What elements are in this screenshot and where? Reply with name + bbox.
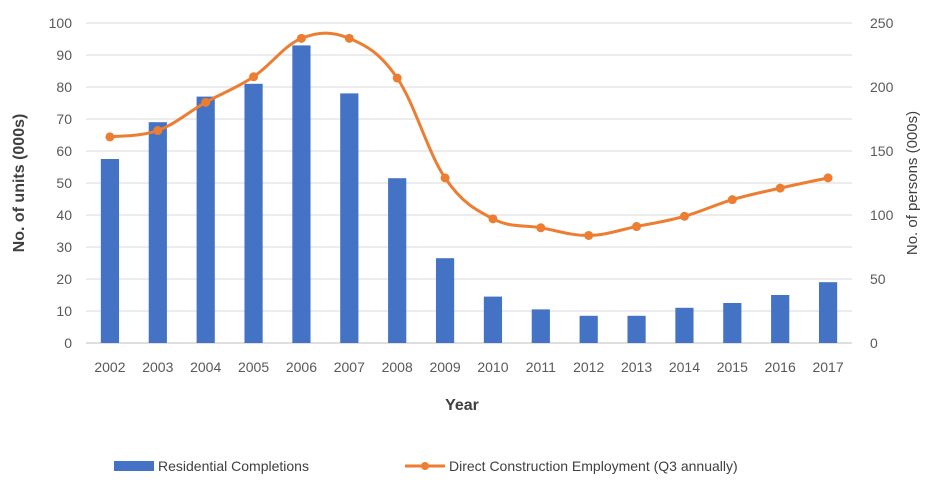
bar bbox=[435, 258, 455, 343]
left-tick-label: 40 bbox=[56, 207, 72, 223]
legend-line-label: Direct Construction Employment (Q3 annua… bbox=[449, 458, 738, 474]
line-point bbox=[727, 195, 737, 205]
bar bbox=[483, 296, 503, 343]
line-point bbox=[679, 211, 689, 221]
left-tick-label: 90 bbox=[56, 47, 72, 63]
x-tick-label: 2016 bbox=[765, 359, 796, 375]
bar bbox=[340, 93, 359, 344]
x-tick-label: 2002 bbox=[94, 359, 125, 375]
line-point bbox=[249, 72, 259, 82]
left-tick-label: 30 bbox=[56, 239, 72, 255]
line-point bbox=[536, 223, 546, 233]
right-tick-label: 100 bbox=[870, 207, 894, 223]
bar bbox=[196, 96, 215, 343]
line-series bbox=[105, 31, 833, 240]
right-tick-label: 250 bbox=[870, 15, 894, 31]
bar bbox=[531, 309, 550, 343]
bar bbox=[388, 178, 407, 343]
x-tick-label: 2011 bbox=[526, 359, 556, 375]
line-point bbox=[105, 132, 115, 142]
bar bbox=[771, 295, 790, 343]
right-tick-label: 0 bbox=[870, 335, 878, 351]
x-axis-ticks: 2002 2003 2004 2005 2006 2007 2008 2009 2010 2011… bbox=[94, 359, 843, 375]
right-axis-ticks: 0 50 100 150 200 250 bbox=[870, 15, 894, 351]
left-tick-label: 50 bbox=[56, 175, 72, 191]
bar bbox=[579, 315, 598, 343]
bar bbox=[292, 45, 311, 344]
bar bbox=[100, 159, 120, 343]
x-tick-label: 2012 bbox=[573, 359, 604, 375]
line-point bbox=[392, 73, 402, 83]
bar-series bbox=[100, 45, 838, 344]
left-tick-label: 20 bbox=[56, 271, 72, 287]
x-axis-title: Year bbox=[445, 397, 479, 414]
line-point bbox=[488, 214, 498, 224]
line-point bbox=[823, 173, 833, 183]
x-tick-label: 2015 bbox=[717, 359, 748, 375]
left-tick-label: 10 bbox=[56, 303, 72, 319]
right-tick-label: 200 bbox=[870, 79, 894, 95]
bar bbox=[675, 307, 694, 343]
left-axis-title: No. of units (000s) bbox=[11, 114, 28, 253]
x-tick-label: 2009 bbox=[429, 359, 460, 375]
x-tick-label: 2013 bbox=[621, 359, 652, 375]
right-axis-title: No. of persons (000s) bbox=[904, 111, 921, 255]
x-tick-label: 2010 bbox=[477, 359, 508, 375]
x-tick-label: 2004 bbox=[190, 359, 221, 375]
bar bbox=[244, 83, 263, 344]
bar bbox=[148, 122, 167, 343]
legend-bar-swatch bbox=[114, 461, 154, 471]
bar bbox=[818, 282, 838, 343]
x-tick-label: 2008 bbox=[382, 359, 413, 375]
legend-line-marker bbox=[421, 462, 429, 470]
line-point bbox=[344, 33, 354, 43]
line-point bbox=[775, 183, 785, 193]
line-point bbox=[153, 126, 163, 136]
bar bbox=[627, 315, 646, 343]
x-tick-label: 2014 bbox=[669, 359, 700, 375]
x-tick-label: 2006 bbox=[286, 359, 317, 375]
x-tick-label: 2017 bbox=[812, 359, 843, 375]
left-tick-label: 70 bbox=[56, 111, 72, 127]
legend-bar-label: Residential Completions bbox=[158, 458, 309, 474]
left-tick-label: 0 bbox=[64, 335, 72, 351]
line-point bbox=[440, 173, 450, 183]
x-tick-label: 2005 bbox=[238, 359, 269, 375]
right-tick-label: 50 bbox=[870, 271, 886, 287]
left-axis-ticks: 0 10 20 30 40 50 60 70 80 90 100 bbox=[49, 15, 73, 351]
left-tick-label: 100 bbox=[49, 15, 73, 31]
bar bbox=[723, 303, 742, 343]
line-point bbox=[201, 97, 211, 107]
left-tick-label: 60 bbox=[56, 143, 72, 159]
x-tick-label: 2003 bbox=[142, 359, 173, 375]
line-point bbox=[584, 230, 594, 240]
line-point bbox=[632, 222, 642, 232]
legend: Residential Completions Direct Construct… bbox=[114, 458, 738, 474]
right-tick-label: 150 bbox=[870, 143, 894, 159]
x-tick-label: 2007 bbox=[334, 359, 365, 375]
line-point bbox=[296, 33, 306, 43]
left-tick-label: 80 bbox=[56, 79, 72, 95]
line-path bbox=[109, 31, 829, 237]
